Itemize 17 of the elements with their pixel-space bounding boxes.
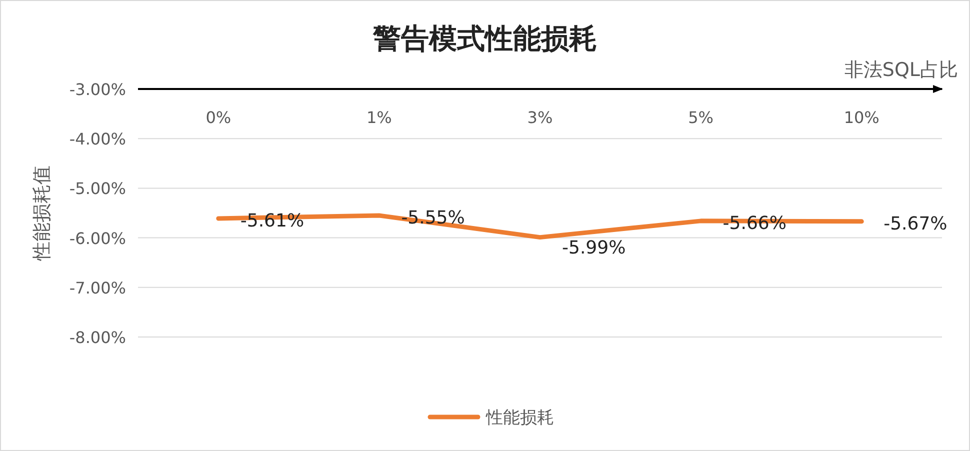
y-tick-label: -8.00% <box>69 328 126 347</box>
x-tick-label: 3% <box>527 108 553 127</box>
x-tick-label: 5% <box>688 108 714 127</box>
x-axis-title: 非法SQL占比 <box>844 59 958 81</box>
data-label: -5.67% <box>884 213 948 234</box>
x-tick-label: 0% <box>206 108 232 127</box>
y-tick-label: -3.00% <box>69 80 126 99</box>
data-label: -5.99% <box>562 237 626 258</box>
x-tick-label: 10% <box>844 108 880 127</box>
legend-label: 性能损耗 <box>485 408 554 428</box>
y-axis-title: 性能损耗值 <box>31 166 53 262</box>
y-tick-label: -7.00% <box>69 278 126 298</box>
chart-title: 警告模式性能损耗 <box>372 22 597 55</box>
x-tick-label: 1% <box>366 108 392 127</box>
y-tick-label: -5.00% <box>69 179 126 198</box>
y-tick-label: -6.00% <box>69 228 126 248</box>
y-tick-label: -4.00% <box>69 130 126 149</box>
